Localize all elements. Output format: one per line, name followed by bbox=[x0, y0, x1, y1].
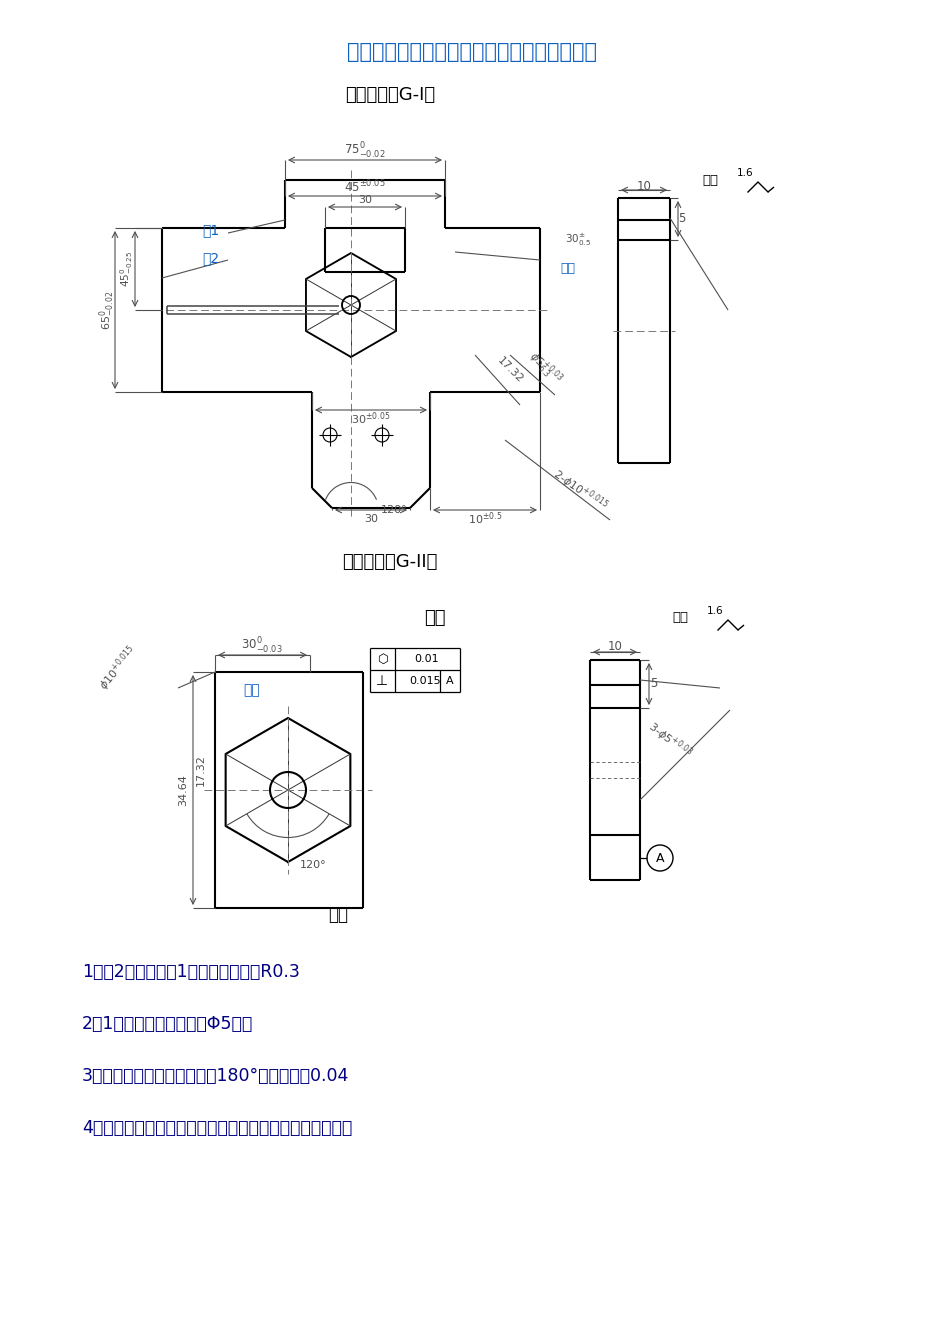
Text: 两处: 两处 bbox=[560, 262, 574, 274]
Text: 考试题附图G-II。: 考试题附图G-II。 bbox=[342, 554, 437, 571]
Text: 1.6: 1.6 bbox=[706, 606, 722, 616]
Text: 17.32: 17.32 bbox=[195, 754, 206, 786]
Text: 10: 10 bbox=[636, 179, 650, 193]
Text: 10$^{\pm 0.5}$: 10$^{\pm 0.5}$ bbox=[467, 511, 501, 527]
Text: 3-$\phi$5$^{+0.03}$: 3-$\phi$5$^{+0.03}$ bbox=[644, 717, 695, 763]
Text: 1.6: 1.6 bbox=[736, 168, 752, 178]
Text: 30$^0_{-0.03}$: 30$^0_{-0.03}$ bbox=[241, 636, 282, 656]
Text: 34.64: 34.64 bbox=[177, 774, 188, 806]
Text: 120°: 120° bbox=[380, 505, 407, 515]
Text: 2件1转位六次，六次通过Φ5滚珠: 2件1转位六次，六次通过Φ5滚珠 bbox=[82, 1015, 253, 1034]
Text: 六面: 六面 bbox=[424, 608, 446, 627]
Text: 17.32: 17.32 bbox=[495, 356, 524, 385]
Text: A: A bbox=[446, 677, 453, 686]
Text: A: A bbox=[655, 852, 664, 865]
Text: 30$^{\pm}_{0.5}$: 30$^{\pm}_{0.5}$ bbox=[565, 231, 591, 249]
Text: 5: 5 bbox=[649, 678, 657, 690]
Text: 考试题附图G-I。: 考试题附图G-I。 bbox=[345, 86, 434, 104]
Text: $\phi$5$^{+0.03}_{6.3}$: $\phi$5$^{+0.03}_{6.3}$ bbox=[524, 348, 565, 389]
Text: ⊥: ⊥ bbox=[376, 674, 388, 689]
Text: 钳工高级技师实作考试题、评分标准、准备单: 钳工高级技师实作考试题、评分标准、准备单 bbox=[346, 41, 597, 62]
Text: 30: 30 bbox=[358, 195, 372, 205]
Text: 2-$\phi$10$^{+0.015}$: 2-$\phi$10$^{+0.015}$ bbox=[548, 464, 611, 516]
Text: 45$^0_{-0.25}$: 45$^0_{-0.25}$ bbox=[119, 251, 135, 287]
Text: $\phi$10$^{+0.015}$: $\phi$10$^{+0.015}$ bbox=[94, 642, 142, 694]
Text: 10: 10 bbox=[607, 640, 622, 654]
Text: 30: 30 bbox=[363, 513, 378, 524]
Text: 件2: 件2 bbox=[202, 251, 219, 265]
Text: 75$^0_{-0.02}$: 75$^0_{-0.02}$ bbox=[344, 140, 385, 160]
Text: 30$^{\pm 0.05}$: 30$^{\pm 0.05}$ bbox=[351, 410, 390, 428]
Text: 45$^{\pm 0.05}$: 45$^{\pm 0.05}$ bbox=[344, 179, 385, 195]
Text: 4锉配及孔加工不允许使用样板、钻模及靠导等辅助工具。: 4锉配及孔加工不允许使用样板、钻模及靠导等辅助工具。 bbox=[82, 1119, 352, 1136]
Text: 3切开锯缝，六面配合（翻转180°配合）间隙0.04: 3切开锯缝，六面配合（翻转180°配合）间隙0.04 bbox=[82, 1067, 349, 1086]
Text: 其余: 其余 bbox=[671, 611, 687, 624]
Text: 0.01: 0.01 bbox=[414, 654, 439, 664]
Text: 其余: 其余 bbox=[701, 174, 717, 186]
Text: 120°: 120° bbox=[299, 860, 326, 870]
Text: ⬡: ⬡ bbox=[376, 652, 387, 666]
Text: 1、件2配合面按件1配做，锐边倒圆R0.3: 1、件2配合面按件1配做，锐边倒圆R0.3 bbox=[82, 963, 299, 981]
Text: 件1: 件1 bbox=[202, 223, 219, 237]
Text: 65$^0_{-0.02}$: 65$^0_{-0.02}$ bbox=[97, 290, 117, 330]
Text: 三处: 三处 bbox=[244, 683, 261, 697]
Text: 5: 5 bbox=[678, 213, 685, 226]
Text: 六处: 六处 bbox=[328, 906, 347, 924]
Text: 0.015: 0.015 bbox=[409, 677, 440, 686]
